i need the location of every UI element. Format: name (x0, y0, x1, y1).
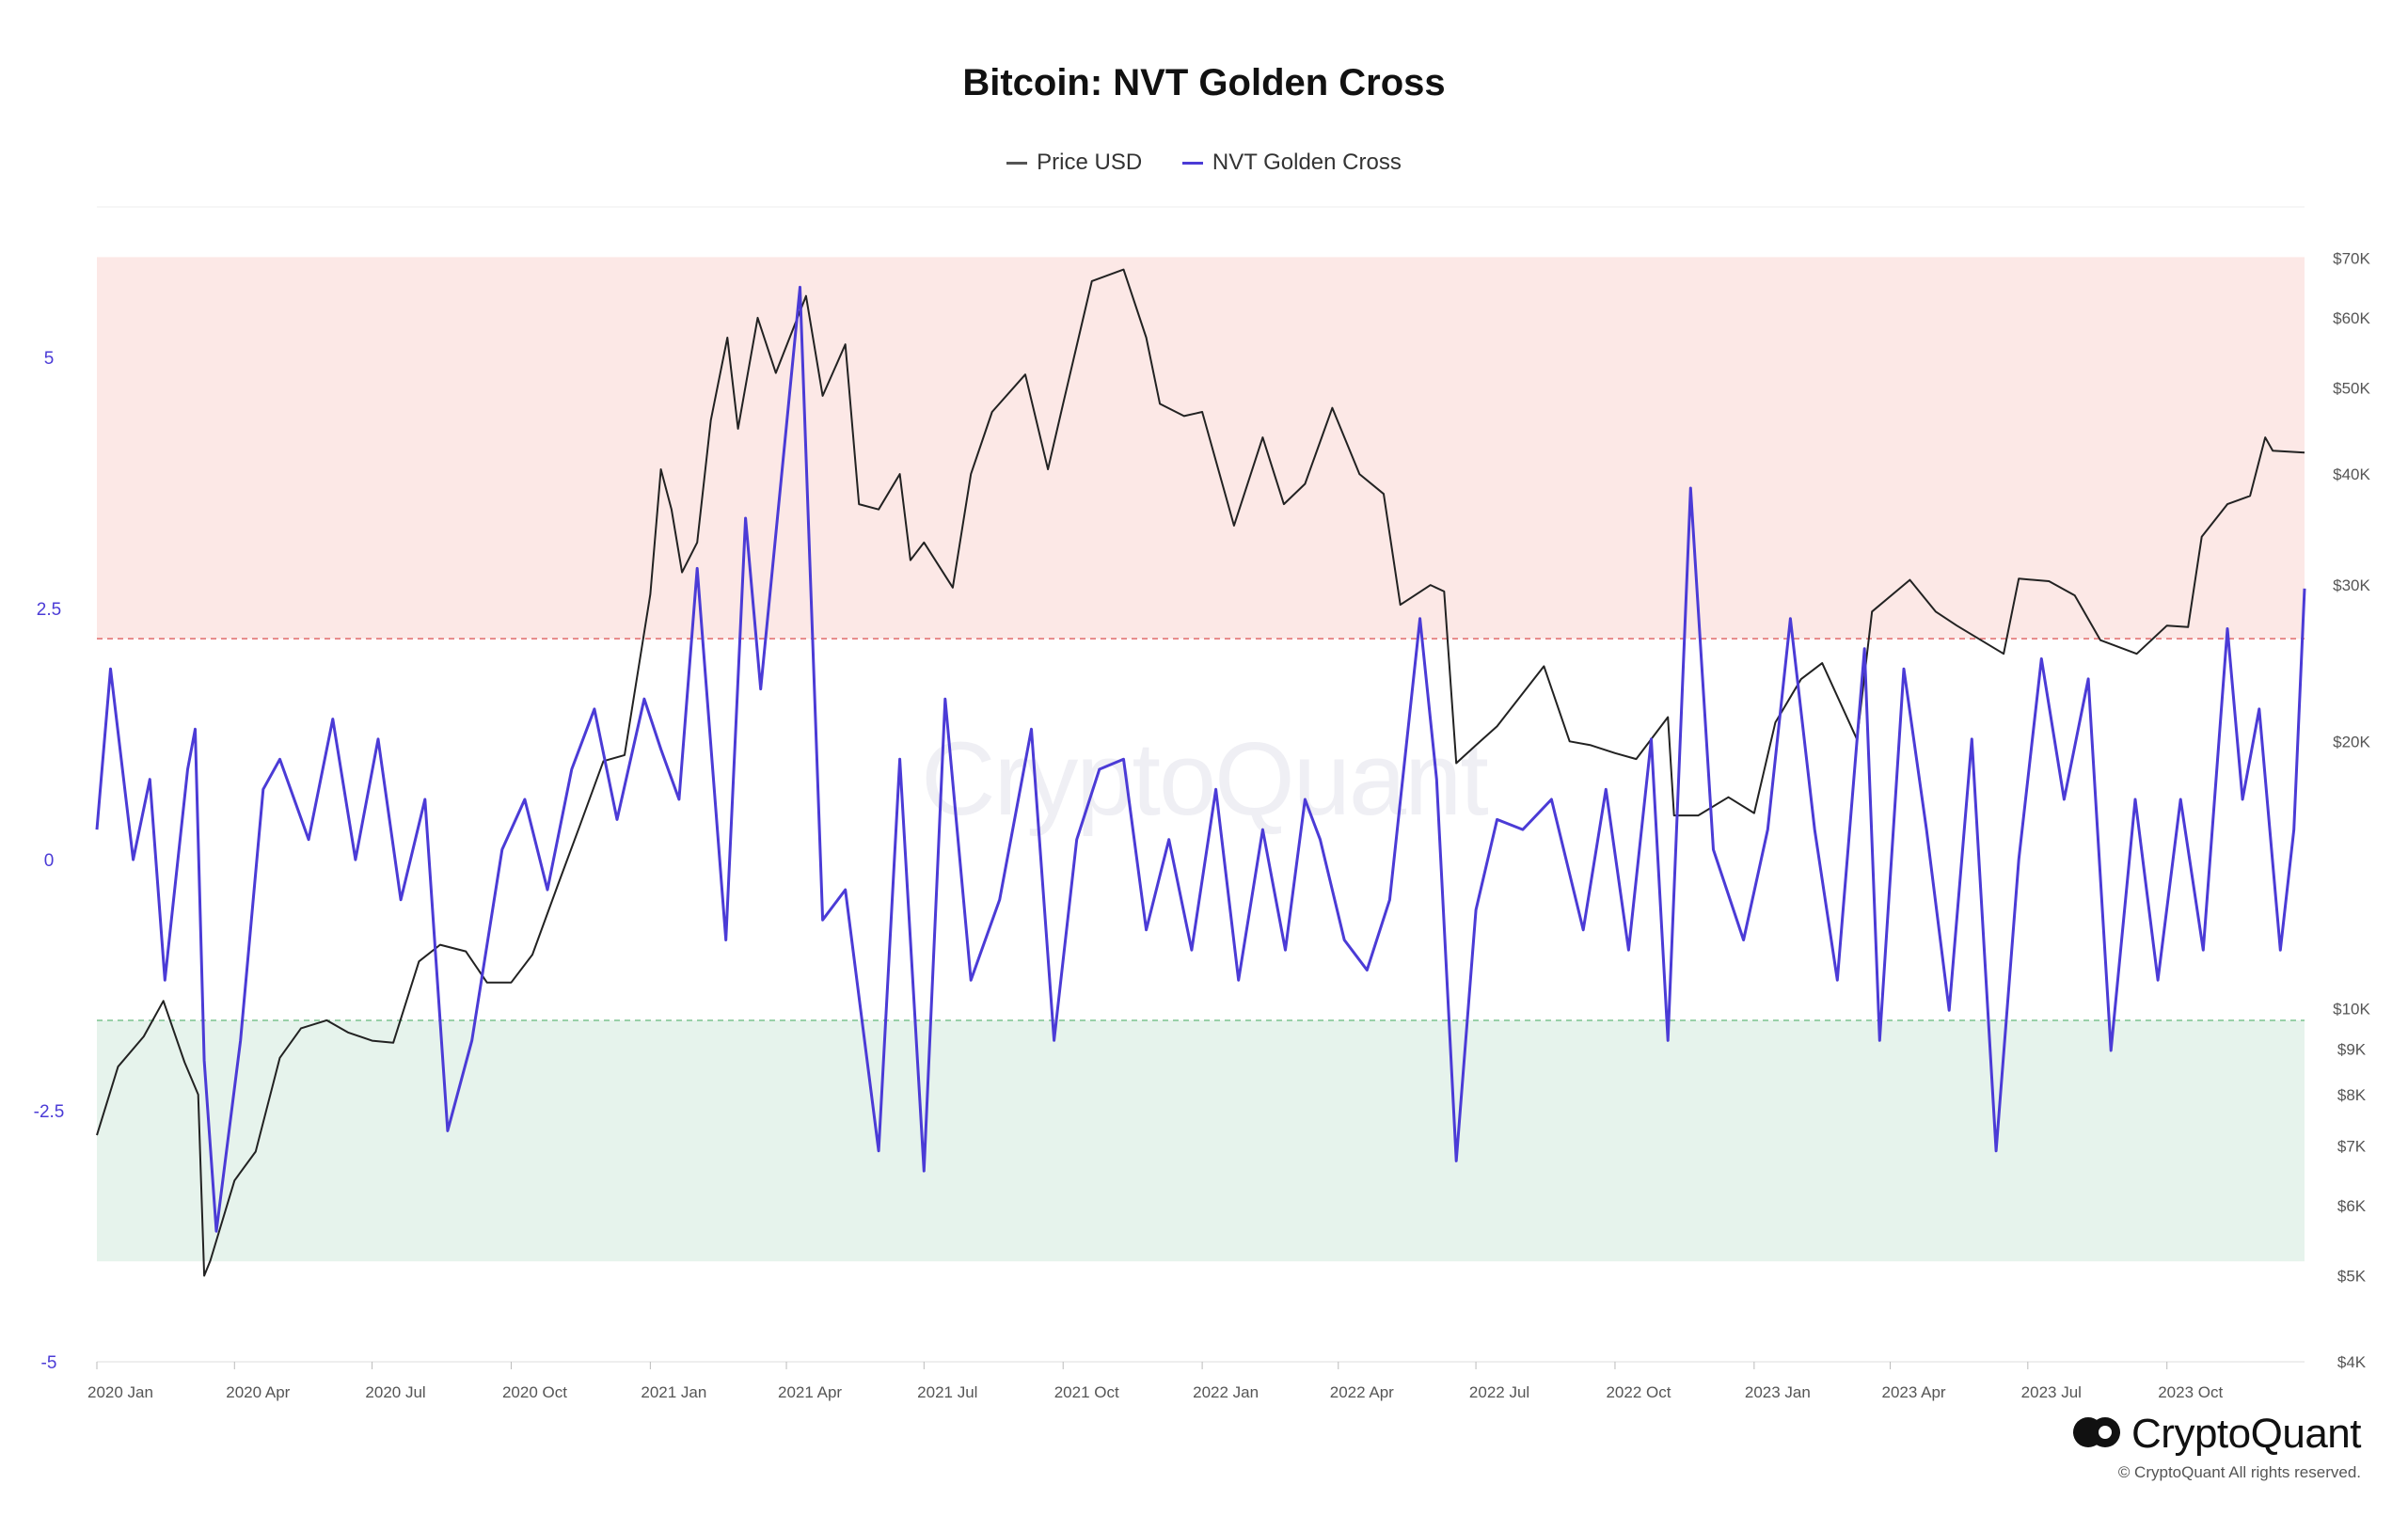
y-right-tick-label: $40K (2333, 466, 2370, 483)
y-left-tick-label: 5 (44, 349, 55, 369)
y-right-tick-label: $60K (2333, 309, 2370, 327)
y-right-tick-label: $20K (2333, 733, 2370, 750)
legend-label-price: Price USD (1037, 149, 1143, 175)
y-left-tick-label: -2.5 (34, 1102, 65, 1122)
brand-name: CryptoQuant (2131, 1411, 2361, 1457)
x-tick-label: 2023 Apr (1882, 1383, 1946, 1401)
legend-label-nvt: NVT Golden Cross (1212, 149, 1402, 175)
legend-swatch-nvt (1181, 161, 1203, 165)
y-left-tick-label: -5 (41, 1353, 57, 1373)
y-right-tick-label: $5K (2337, 1268, 2367, 1286)
band-undervalued (97, 1019, 2305, 1262)
y-right-tick-label: $9K (2337, 1041, 2367, 1059)
x-tick-label: 2022 Apr (1330, 1383, 1394, 1401)
copyright-text: © CryptoQuant All rights reserved. (2117, 1463, 2361, 1481)
x-tick-label: 2020 Apr (226, 1383, 290, 1401)
x-tick-label: 2022 Oct (1606, 1383, 1671, 1401)
y-right-tick-label: $70K (2333, 250, 2370, 268)
x-tick-label: 2022 Jan (1193, 1383, 1259, 1401)
y-right-tick-label: $30K (2333, 576, 2370, 594)
y-right-tick-label: $6K (2337, 1197, 2367, 1215)
legend-swatch-price (1006, 161, 1028, 165)
x-tick-label: 2023 Jan (1745, 1383, 1811, 1401)
x-tick-label: 2021 Jan (641, 1383, 706, 1401)
x-tick-label: 2023 Jul (2021, 1383, 2082, 1401)
chart-legend: Price USD NVT Golden Cross (0, 149, 2408, 176)
brand-block: CryptoQuant © CryptoQuant All rights res… (2071, 1411, 2361, 1482)
legend-item-nvt[interactable]: NVT Golden Cross (1181, 149, 1402, 176)
x-tick-label: 2021 Jul (917, 1383, 977, 1401)
y-right-tick-label: $50K (2333, 380, 2370, 398)
legend-item-price[interactable]: Price USD (1006, 150, 1142, 176)
y-right-tick-label: $8K (2337, 1086, 2367, 1104)
series-line-price-usd (96, 268, 2305, 1277)
series-line-nvt-golden-cross (95, 285, 2306, 1233)
x-tick-label: 2022 Jul (1469, 1383, 1529, 1401)
y-left-tick-label: 2.5 (37, 600, 61, 620)
y-right-tick-label: $7K (2337, 1138, 2367, 1156)
x-tick-label: 2023 Oct (2158, 1383, 2223, 1401)
x-tick-label: 2020 Oct (502, 1383, 567, 1401)
x-tick-label: 2020 Jan (87, 1383, 153, 1401)
y-right-tick-label: $4K (2337, 1353, 2367, 1371)
x-tick-label: 2021 Apr (778, 1383, 842, 1401)
cryptoquant-logo-icon (2071, 1413, 2124, 1456)
y-left-tick-label: 0 (44, 851, 55, 871)
x-tick-label: 2021 Oct (1054, 1383, 1119, 1401)
band-overheated (97, 257, 2305, 640)
chart-title: Bitcoin: NVT Golden Cross (962, 62, 1446, 103)
y-right-tick-label: $10K (2333, 1000, 2370, 1018)
x-tick-label: 2020 Jul (365, 1383, 425, 1401)
